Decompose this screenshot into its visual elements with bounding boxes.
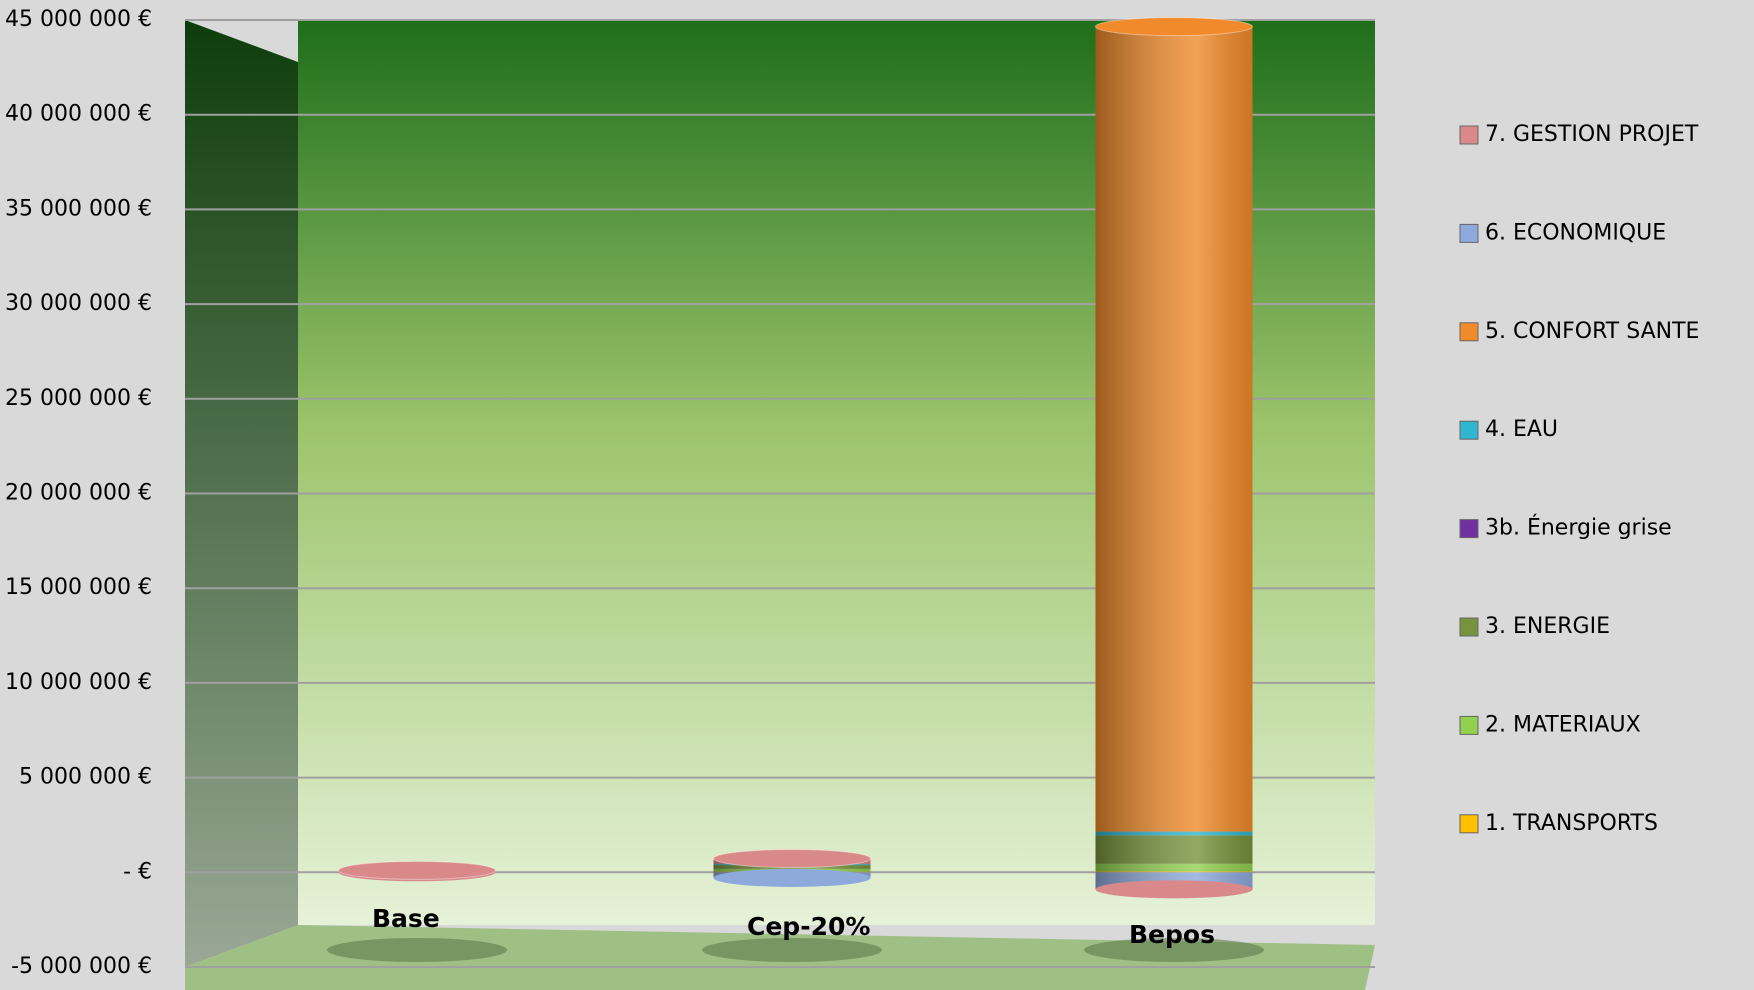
y-tick-label: 25 000 000 € (5, 386, 152, 411)
legend-swatch (1459, 617, 1479, 637)
cylinder-base (1095, 880, 1253, 899)
legend-label: 2. MATERIAUX (1485, 712, 1641, 737)
legend-swatch (1459, 223, 1479, 243)
y-tick-label: -5 000 000 € (11, 954, 152, 979)
cylinder-base (713, 868, 871, 887)
y-tick-label: 5 000 000 € (19, 765, 152, 790)
cylinder-cap (1095, 17, 1253, 37)
legend-label: 1. TRANSPORTS (1485, 811, 1658, 836)
legend-swatch (1459, 322, 1479, 342)
y-tick-label: 10 000 000 € (5, 670, 152, 695)
shadow (702, 938, 882, 962)
shadow (327, 938, 507, 962)
cylinder-cap (338, 860, 496, 880)
legend-label: 5. CONFORT SANTE (1485, 319, 1699, 344)
x-tick-label: Bepos (1129, 920, 1215, 949)
legend-label: 6. ECONOMIQUE (1485, 220, 1666, 245)
cylinder-shade (1095, 26, 1253, 890)
legend-label: 4. EAU (1485, 417, 1558, 442)
legend-label: 3b. Énergie grise (1485, 515, 1672, 541)
y-tick-label: - € (123, 859, 152, 884)
legend-label: 3. ENERGIE (1485, 614, 1610, 639)
legend-swatch (1459, 420, 1479, 440)
y-tick-label: 35 000 000 € (5, 196, 152, 221)
legend-swatch (1459, 125, 1479, 145)
x-tick-label: Cep-20% (747, 912, 870, 941)
legend-swatch (1459, 715, 1479, 735)
shadow (1084, 938, 1264, 962)
y-tick-label: 45 000 000 € (5, 7, 152, 32)
legend-swatch (1459, 814, 1479, 834)
y-tick-label: 30 000 000 € (5, 291, 152, 316)
y-tick-label: 20 000 000 € (5, 481, 152, 506)
y-tick-label: 40 000 000 € (5, 102, 152, 127)
cylinder-cap (713, 848, 871, 868)
y-tick-label: 15 000 000 € (5, 575, 152, 600)
legend-label: 7. GESTION PROJET (1485, 122, 1699, 147)
x-tick-label: Base (372, 904, 440, 933)
legend-swatch (1459, 519, 1479, 539)
